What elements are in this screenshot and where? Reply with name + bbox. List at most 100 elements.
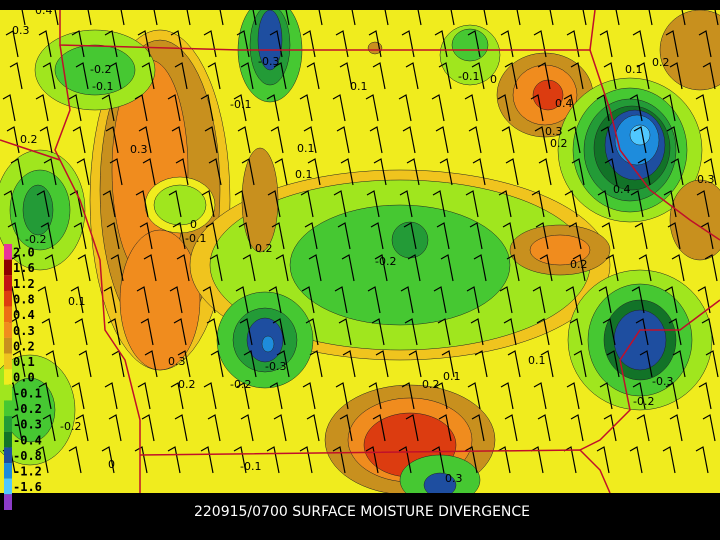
wind-barb — [136, 286, 150, 314]
legend-swatch — [4, 463, 12, 479]
wind-barb — [7, 222, 21, 250]
wind-barb — [75, 414, 89, 442]
wind-barb — [200, 94, 214, 122]
wind-barb — [365, 94, 379, 122]
wind-barb — [75, 62, 89, 90]
wind-barb — [631, 286, 645, 314]
wind-barb — [403, 222, 417, 250]
wind-barb — [40, 222, 54, 250]
wind-barb — [368, 30, 382, 58]
wind-barb — [615, 10, 620, 26]
wind-barb — [76, 158, 90, 186]
wind-barb — [366, 190, 380, 218]
wind-barb — [431, 94, 445, 122]
wind-barb — [142, 158, 156, 186]
wind-barb — [68, 94, 82, 122]
wind-barb — [404, 318, 418, 346]
contour-label: 0.1 — [528, 354, 546, 367]
wind-barb — [233, 94, 247, 122]
contour-region — [423, 472, 457, 493]
wind-barb — [497, 446, 511, 474]
wind-barb — [35, 94, 49, 122]
contour-label: 0.1 — [625, 63, 643, 76]
wind-barb — [139, 222, 153, 250]
wind-barb — [219, 10, 224, 26]
wind-barb — [534, 126, 548, 154]
wind-barb — [629, 94, 643, 122]
wind-barb — [469, 222, 483, 250]
state-border — [579, 299, 720, 451]
wind-barb — [10, 158, 24, 186]
wind-barb — [207, 62, 221, 90]
wind-barb — [539, 254, 553, 282]
wind-barb — [36, 190, 50, 218]
contour-label: 0.3 — [130, 143, 148, 156]
wind-barb — [243, 350, 257, 378]
wind-barb — [240, 62, 254, 90]
wind-barb — [398, 446, 412, 474]
wind-barb — [267, 190, 281, 218]
wind-barb — [603, 62, 617, 90]
contour-label: 0.2 — [422, 378, 440, 391]
wind-barb — [308, 254, 322, 282]
wind-barb — [466, 286, 480, 314]
legend-label: -0.3 — [13, 418, 42, 432]
legend-swatch — [4, 494, 12, 510]
wind-barb — [351, 10, 356, 26]
wind-barb — [483, 10, 488, 26]
legend-swatch — [4, 244, 12, 260]
wind-barb — [402, 126, 416, 154]
contour-label: 0.1 — [443, 370, 461, 383]
wind-barb — [273, 414, 287, 442]
wind-barb — [465, 190, 479, 218]
wind-barb — [339, 62, 353, 90]
legend-label: -2.0 — [13, 496, 42, 510]
wind-barb — [669, 62, 683, 90]
contour-label: -0.2 — [25, 233, 46, 246]
wind-barb — [662, 446, 676, 474]
wind-barb — [374, 254, 388, 282]
wind-barb — [21, 10, 26, 26]
wind-barb — [531, 190, 545, 218]
legend-label: 0.0 — [13, 371, 35, 385]
wind-barb — [266, 94, 280, 122]
wind-barb — [274, 158, 288, 186]
wind-barb — [252, 10, 257, 26]
legend-label: 0.4 — [13, 308, 35, 322]
state-border — [0, 139, 61, 161]
wind-barb — [169, 286, 183, 314]
wind-barb — [474, 350, 488, 378]
wind-barb — [632, 30, 646, 58]
contour-region — [241, 147, 279, 253]
contour-label: 0.4 — [613, 183, 631, 196]
wind-barb — [337, 222, 351, 250]
wind-barb — [566, 382, 580, 410]
wind-barb — [336, 126, 350, 154]
wind-barb — [669, 414, 683, 442]
wind-barb — [499, 286, 513, 314]
wind-barb — [367, 286, 381, 314]
wind-barb — [582, 10, 587, 26]
legend-label: 2.0 — [13, 246, 35, 260]
contour-label: -0.1 — [92, 80, 113, 93]
wind-barb — [167, 446, 181, 474]
wind-barb — [209, 254, 223, 282]
contour-region — [391, 221, 429, 259]
wind-barb — [9, 414, 23, 442]
wind-barb — [702, 62, 716, 90]
wind-barb — [335, 382, 349, 410]
wind-barb — [637, 158, 651, 186]
wind-barb — [668, 318, 682, 346]
contour-label: -0.2 — [90, 63, 111, 76]
wind-barb — [168, 190, 182, 218]
contour-label: -0.1 — [240, 460, 261, 473]
wind-barb — [72, 126, 86, 154]
wind-barb — [239, 318, 253, 346]
wind-barb — [467, 30, 481, 58]
wind-barb — [504, 414, 518, 442]
wind-barb — [144, 350, 158, 378]
contour-region — [257, 10, 283, 71]
wind-barb — [601, 222, 615, 250]
wind-barb — [39, 126, 53, 154]
wind-barb — [498, 190, 512, 218]
